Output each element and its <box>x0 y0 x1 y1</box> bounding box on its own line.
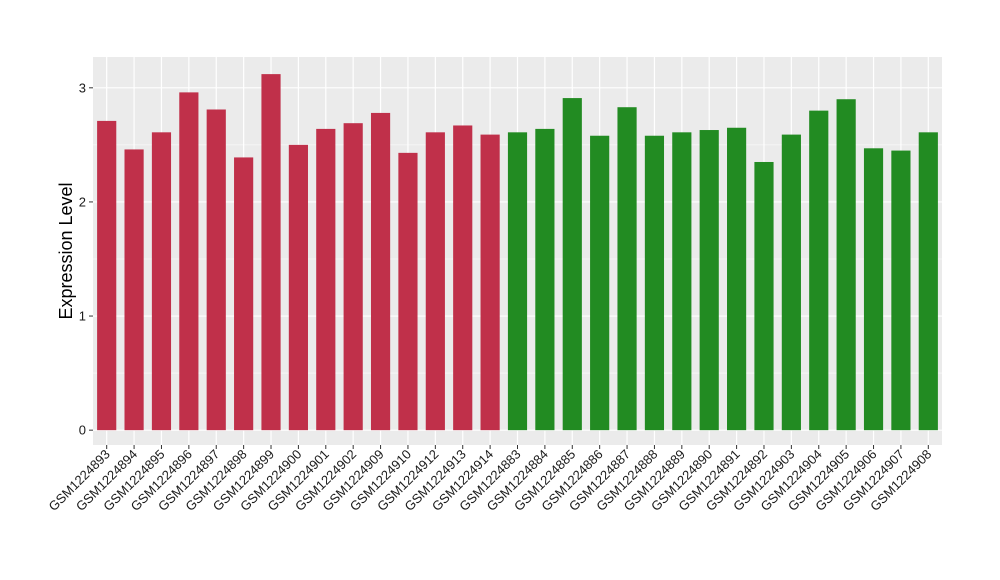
bar-GSM1224901 <box>316 128 336 431</box>
bar-GSM1224913 <box>453 125 473 431</box>
y-tick-label: 1 <box>79 309 86 324</box>
bar-GSM1224895 <box>151 132 172 431</box>
bar-GSM1224890 <box>699 130 719 431</box>
bar-GSM1224885 <box>562 98 582 431</box>
y-tick-label: 3 <box>79 80 86 95</box>
bar-GSM1224906 <box>863 148 884 431</box>
bars <box>97 74 938 431</box>
bar-GSM1224897 <box>206 109 226 431</box>
bar-GSM1224907 <box>891 150 911 431</box>
bar-GSM1224904 <box>809 110 829 431</box>
bar-GSM1224910 <box>398 152 418 431</box>
bar-GSM1224886 <box>590 135 610 431</box>
bar-GSM1224900 <box>288 144 308 431</box>
bar-GSM1224887 <box>617 107 637 431</box>
y-tick-label: 0 <box>79 423 86 438</box>
bar-GSM1224883 <box>507 132 528 431</box>
bar-GSM1224914 <box>480 134 500 431</box>
bar-GSM1224888 <box>644 135 665 431</box>
bar-GSM1224902 <box>343 123 363 431</box>
bar-GSM1224896 <box>179 92 199 431</box>
y-axis: 0 1 2 3 <box>79 80 93 438</box>
bar-GSM1224909 <box>370 112 391 431</box>
x-axis: GSM1224893GSM1224894GSM1224895GSM1224896… <box>45 445 934 514</box>
y-tick-label: 2 <box>79 194 86 209</box>
bar-GSM1224912 <box>425 132 445 431</box>
bar-GSM1224898 <box>234 157 254 431</box>
bar-GSM1224899 <box>261 74 281 431</box>
bar-GSM1224891 <box>727 127 747 431</box>
y-axis-title: Expression Level <box>56 182 76 319</box>
bar-GSM1224892 <box>754 161 774 431</box>
bar-GSM1224905 <box>836 99 856 431</box>
bar-GSM1224908 <box>918 132 938 431</box>
bar-GSM1224889 <box>672 132 692 431</box>
bar-GSM1224893 <box>97 120 117 431</box>
bar-GSM1224884 <box>535 128 555 431</box>
bar-GSM1224903 <box>781 134 801 431</box>
bar-GSM1224894 <box>124 149 144 431</box>
